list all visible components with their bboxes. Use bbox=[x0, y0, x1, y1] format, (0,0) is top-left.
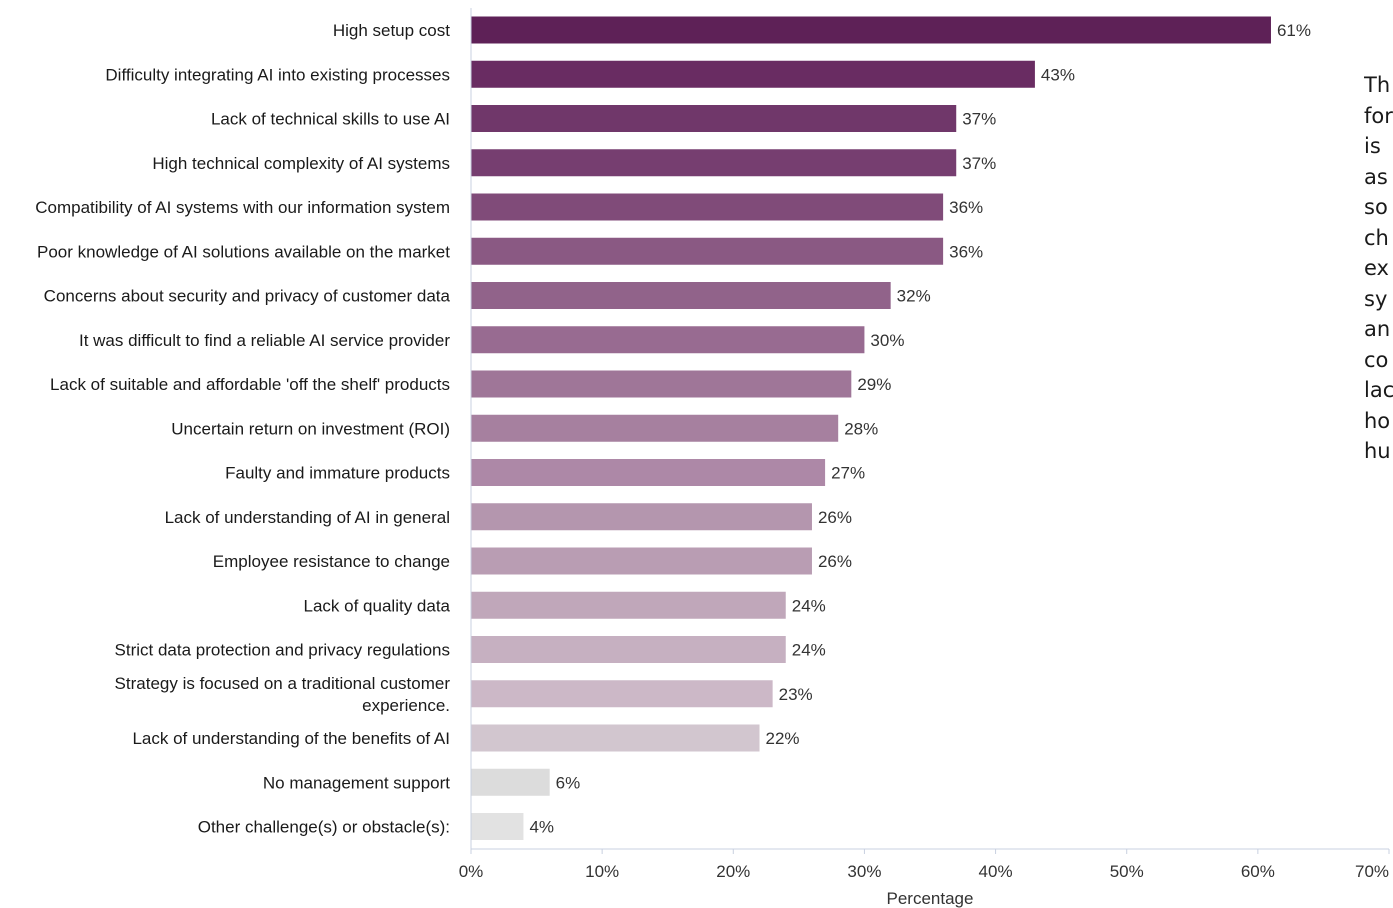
value-label: 23% bbox=[779, 685, 813, 704]
bar bbox=[471, 237, 944, 265]
category-label: Strategy is focused on a traditional cus… bbox=[115, 674, 451, 715]
category-label: Lack of suitable and affordable 'off the… bbox=[50, 375, 450, 394]
side-text-fragment: Th for is as so ch ex sy an co lac ho hu bbox=[1364, 70, 1393, 467]
category-labels-group: High setup cost Difficulty integrating AI… bbox=[35, 21, 450, 837]
value-label: 28% bbox=[844, 419, 878, 438]
category-label: Strict data protection and privacy regul… bbox=[115, 641, 450, 660]
bar bbox=[471, 503, 812, 531]
side-text-line: ex bbox=[1364, 256, 1389, 280]
category-label: Lack of understanding of the benefits of… bbox=[132, 729, 450, 748]
value-label: 30% bbox=[870, 331, 904, 350]
side-text-line: hu bbox=[1364, 439, 1391, 463]
value-label: 32% bbox=[897, 287, 931, 306]
x-tick-label: 0% bbox=[459, 862, 484, 881]
category-label: Employee resistance to change bbox=[213, 552, 450, 571]
x-tick-label: 10% bbox=[585, 862, 619, 881]
side-text-line: an bbox=[1364, 317, 1391, 341]
value-label: 22% bbox=[766, 729, 800, 748]
category-label: Other challenge(s) or obstacle(s): bbox=[198, 818, 450, 837]
bar bbox=[471, 547, 812, 575]
x-axis-title: Percentage bbox=[887, 889, 974, 908]
category-label: Uncertain return on investment (ROI) bbox=[171, 419, 450, 438]
value-label: 24% bbox=[792, 596, 826, 615]
bar bbox=[471, 591, 786, 619]
bar bbox=[471, 813, 524, 840]
bar bbox=[471, 16, 1271, 44]
category-label: High technical complexity of AI systems bbox=[152, 154, 450, 173]
category-label: Lack of understanding of AI in general bbox=[165, 508, 450, 527]
category-label: High setup cost bbox=[333, 21, 450, 40]
value-label: 36% bbox=[949, 198, 983, 217]
bar bbox=[471, 768, 550, 796]
value-label: 37% bbox=[962, 110, 996, 129]
x-tick-label: 60% bbox=[1241, 862, 1275, 881]
value-label: 36% bbox=[949, 242, 983, 261]
side-text-line: so bbox=[1364, 195, 1388, 219]
category-label: Concerns about security and privacy of c… bbox=[44, 287, 451, 306]
category-label: No management support bbox=[263, 773, 450, 792]
side-text-line: as bbox=[1364, 164, 1388, 189]
side-text-line: is bbox=[1364, 134, 1381, 158]
value-labels-group: 61% 43% 37% 37% 36% 36% 32% 30% 29% 28% 27% 26% 26% 2… bbox=[529, 21, 1311, 837]
value-label: 4% bbox=[529, 818, 554, 837]
category-label: Compatibility of AI systems with our inf… bbox=[35, 198, 450, 217]
x-tick-label: 30% bbox=[847, 862, 881, 881]
bar bbox=[471, 282, 891, 309]
category-label: Lack of technical skills to use AI bbox=[211, 110, 450, 129]
bar bbox=[471, 326, 865, 354]
value-label: 27% bbox=[831, 464, 865, 483]
x-tick-label: 20% bbox=[716, 862, 750, 881]
side-text-line: ho bbox=[1364, 408, 1391, 433]
category-label: Lack of quality data bbox=[304, 596, 451, 615]
value-label: 6% bbox=[556, 773, 581, 792]
bar bbox=[471, 370, 852, 398]
side-text-line: for bbox=[1364, 103, 1393, 128]
bar bbox=[471, 459, 826, 486]
side-text-line: co bbox=[1364, 347, 1389, 372]
side-text-line: lac bbox=[1364, 378, 1393, 402]
value-label: 26% bbox=[818, 508, 852, 527]
bar bbox=[471, 149, 957, 177]
x-tick-label: 50% bbox=[1110, 862, 1144, 881]
bars-group bbox=[471, 16, 1271, 840]
value-label: 29% bbox=[857, 375, 891, 394]
side-text-line: sy bbox=[1364, 286, 1388, 311]
bar bbox=[471, 636, 786, 663]
bar bbox=[471, 60, 1035, 88]
category-label: Poor knowledge of AI solutions available… bbox=[37, 242, 450, 261]
category-label: Faulty and immature products bbox=[225, 464, 450, 483]
bar bbox=[471, 680, 773, 708]
value-label: 43% bbox=[1041, 65, 1075, 84]
value-label: 37% bbox=[962, 154, 996, 173]
side-text-line: Th bbox=[1364, 73, 1391, 97]
side-text-line: ch bbox=[1364, 225, 1389, 250]
x-tick-label: 40% bbox=[979, 862, 1013, 881]
x-tick-label: 70% bbox=[1355, 862, 1389, 881]
bar bbox=[471, 724, 760, 752]
x-axis: 0% 10% 20% 30% 40% 50% 60% 70% bbox=[459, 8, 1390, 881]
value-label: 26% bbox=[818, 552, 852, 571]
bar bbox=[471, 414, 839, 442]
category-label: Difficulty integrating AI into existing … bbox=[105, 65, 450, 84]
value-label: 24% bbox=[792, 641, 826, 660]
category-label: It was difficult to find a reliable AI s… bbox=[79, 331, 450, 350]
bar bbox=[471, 193, 944, 221]
bar bbox=[471, 105, 957, 132]
value-label: 61% bbox=[1277, 21, 1311, 40]
